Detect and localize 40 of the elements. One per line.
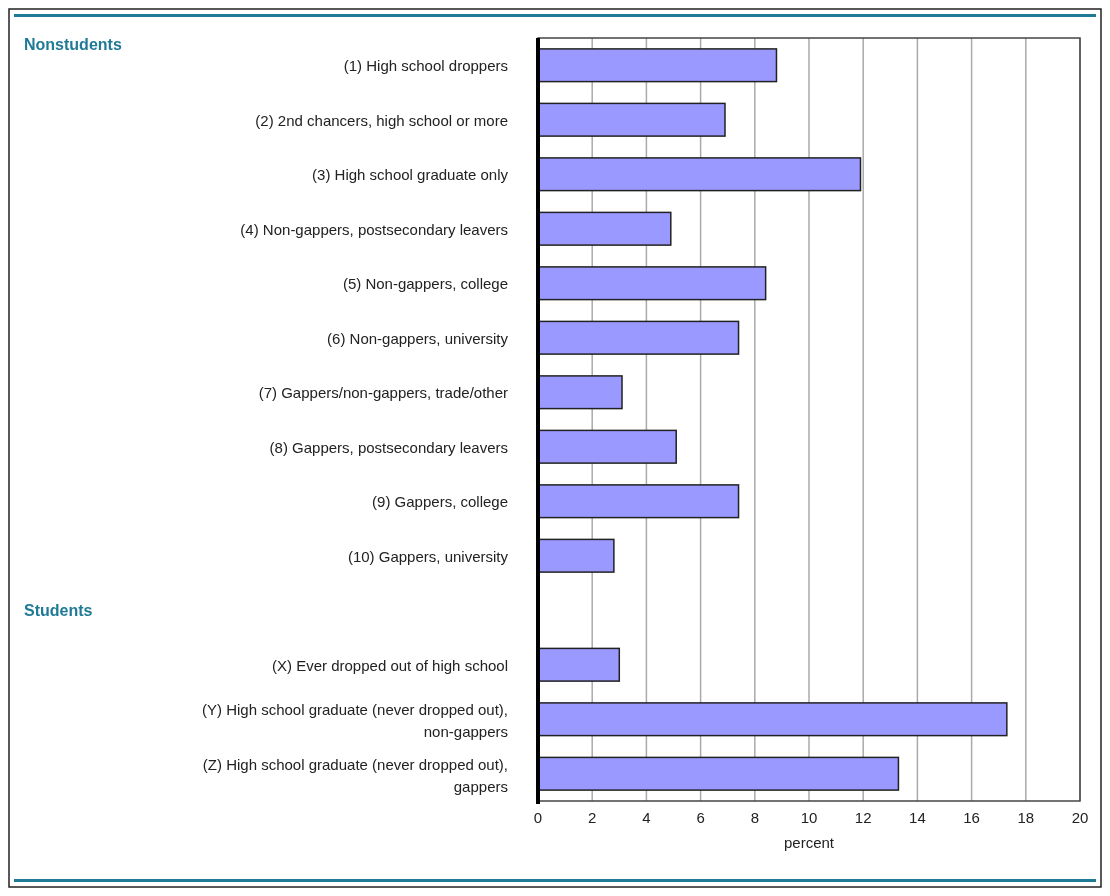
y-tick-label: (2) 2nd chancers, high school or more	[255, 111, 508, 129]
bar	[537, 702, 1008, 737]
y-tick-label: (9) Gappers, college	[372, 492, 508, 510]
y-tick-label: (Z) High school graduate (never dropped out), gappers	[202, 755, 508, 795]
x-tick-label: 12	[854, 809, 872, 826]
bar	[537, 756, 900, 791]
x-tick-label: 20	[1071, 809, 1089, 826]
y-tick-label: (3) High school graduate only	[312, 165, 509, 183]
bar	[537, 538, 615, 573]
bar	[537, 320, 740, 355]
bar	[537, 102, 726, 137]
text: Students	[24, 601, 93, 619]
y-tick-label: (1) High school droppers	[343, 56, 508, 74]
x-tick-label: 4	[642, 809, 651, 826]
x-tick-label: 6	[696, 809, 705, 826]
bar	[537, 211, 672, 246]
y-tick-label: (X) Ever dropped out of high school	[272, 656, 508, 674]
y-tick-label: (5) Non-gappers, college	[342, 274, 508, 292]
y-tick-label: (10) Gappers, university	[347, 547, 509, 565]
y-tick-label: (7) Gappers/non-gappers, trade/other	[258, 383, 508, 401]
x-tick-label: 10	[800, 809, 818, 826]
text: Nonstudents	[24, 35, 122, 53]
bar	[537, 484, 740, 519]
bar	[537, 157, 862, 192]
y-tick-label: (4) Non-gappers, postsecondary leavers	[240, 220, 508, 238]
y-tick-label: (6) Non-gappers, university	[327, 329, 509, 347]
x-axis-title: percent	[783, 834, 835, 851]
x-tick-label: 14	[909, 809, 926, 826]
bar	[537, 48, 778, 83]
x-tick-label: 8	[750, 809, 759, 826]
x-tick-label: 16	[963, 809, 980, 826]
x-tick-label: 2	[588, 809, 597, 826]
x-tick-label: 0	[533, 809, 543, 826]
bar	[537, 375, 623, 410]
y-tick-label: (8) Gappers, postsecondary leavers	[269, 438, 508, 456]
x-tick-label: 18	[1017, 809, 1035, 826]
y-tick-label: (Y) High school graduate (never dropped out), non-gappers	[201, 700, 508, 740]
bar	[537, 266, 767, 301]
bar	[537, 429, 677, 464]
bar	[537, 647, 621, 682]
